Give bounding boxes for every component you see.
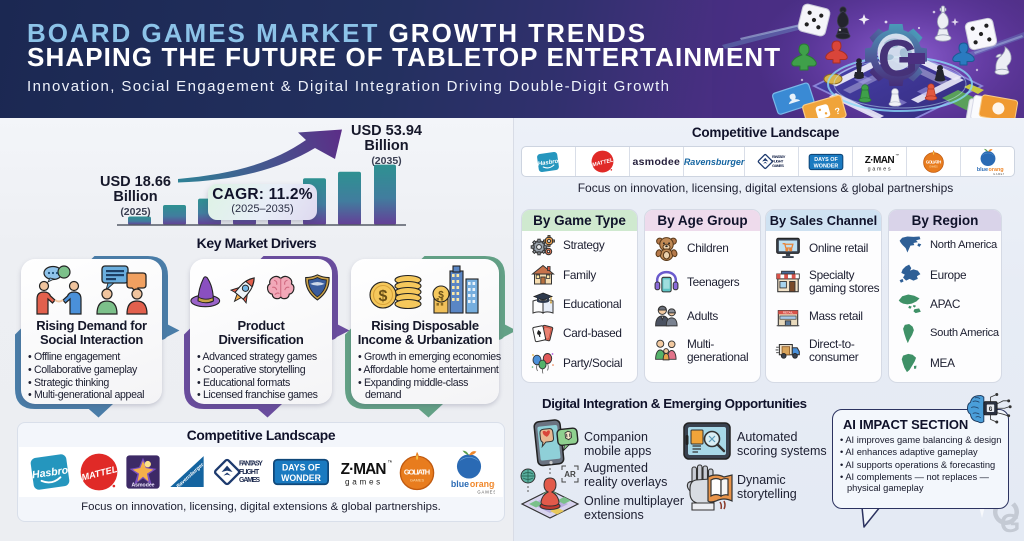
svg-text:$: $ (438, 290, 444, 301)
svg-text:$: $ (379, 288, 388, 305)
svg-text:G: G (989, 406, 993, 413)
svg-text:?: ? (834, 105, 842, 116)
svg-text:AR: AR (564, 470, 576, 479)
svg-text:G: G (1000, 508, 1020, 538)
